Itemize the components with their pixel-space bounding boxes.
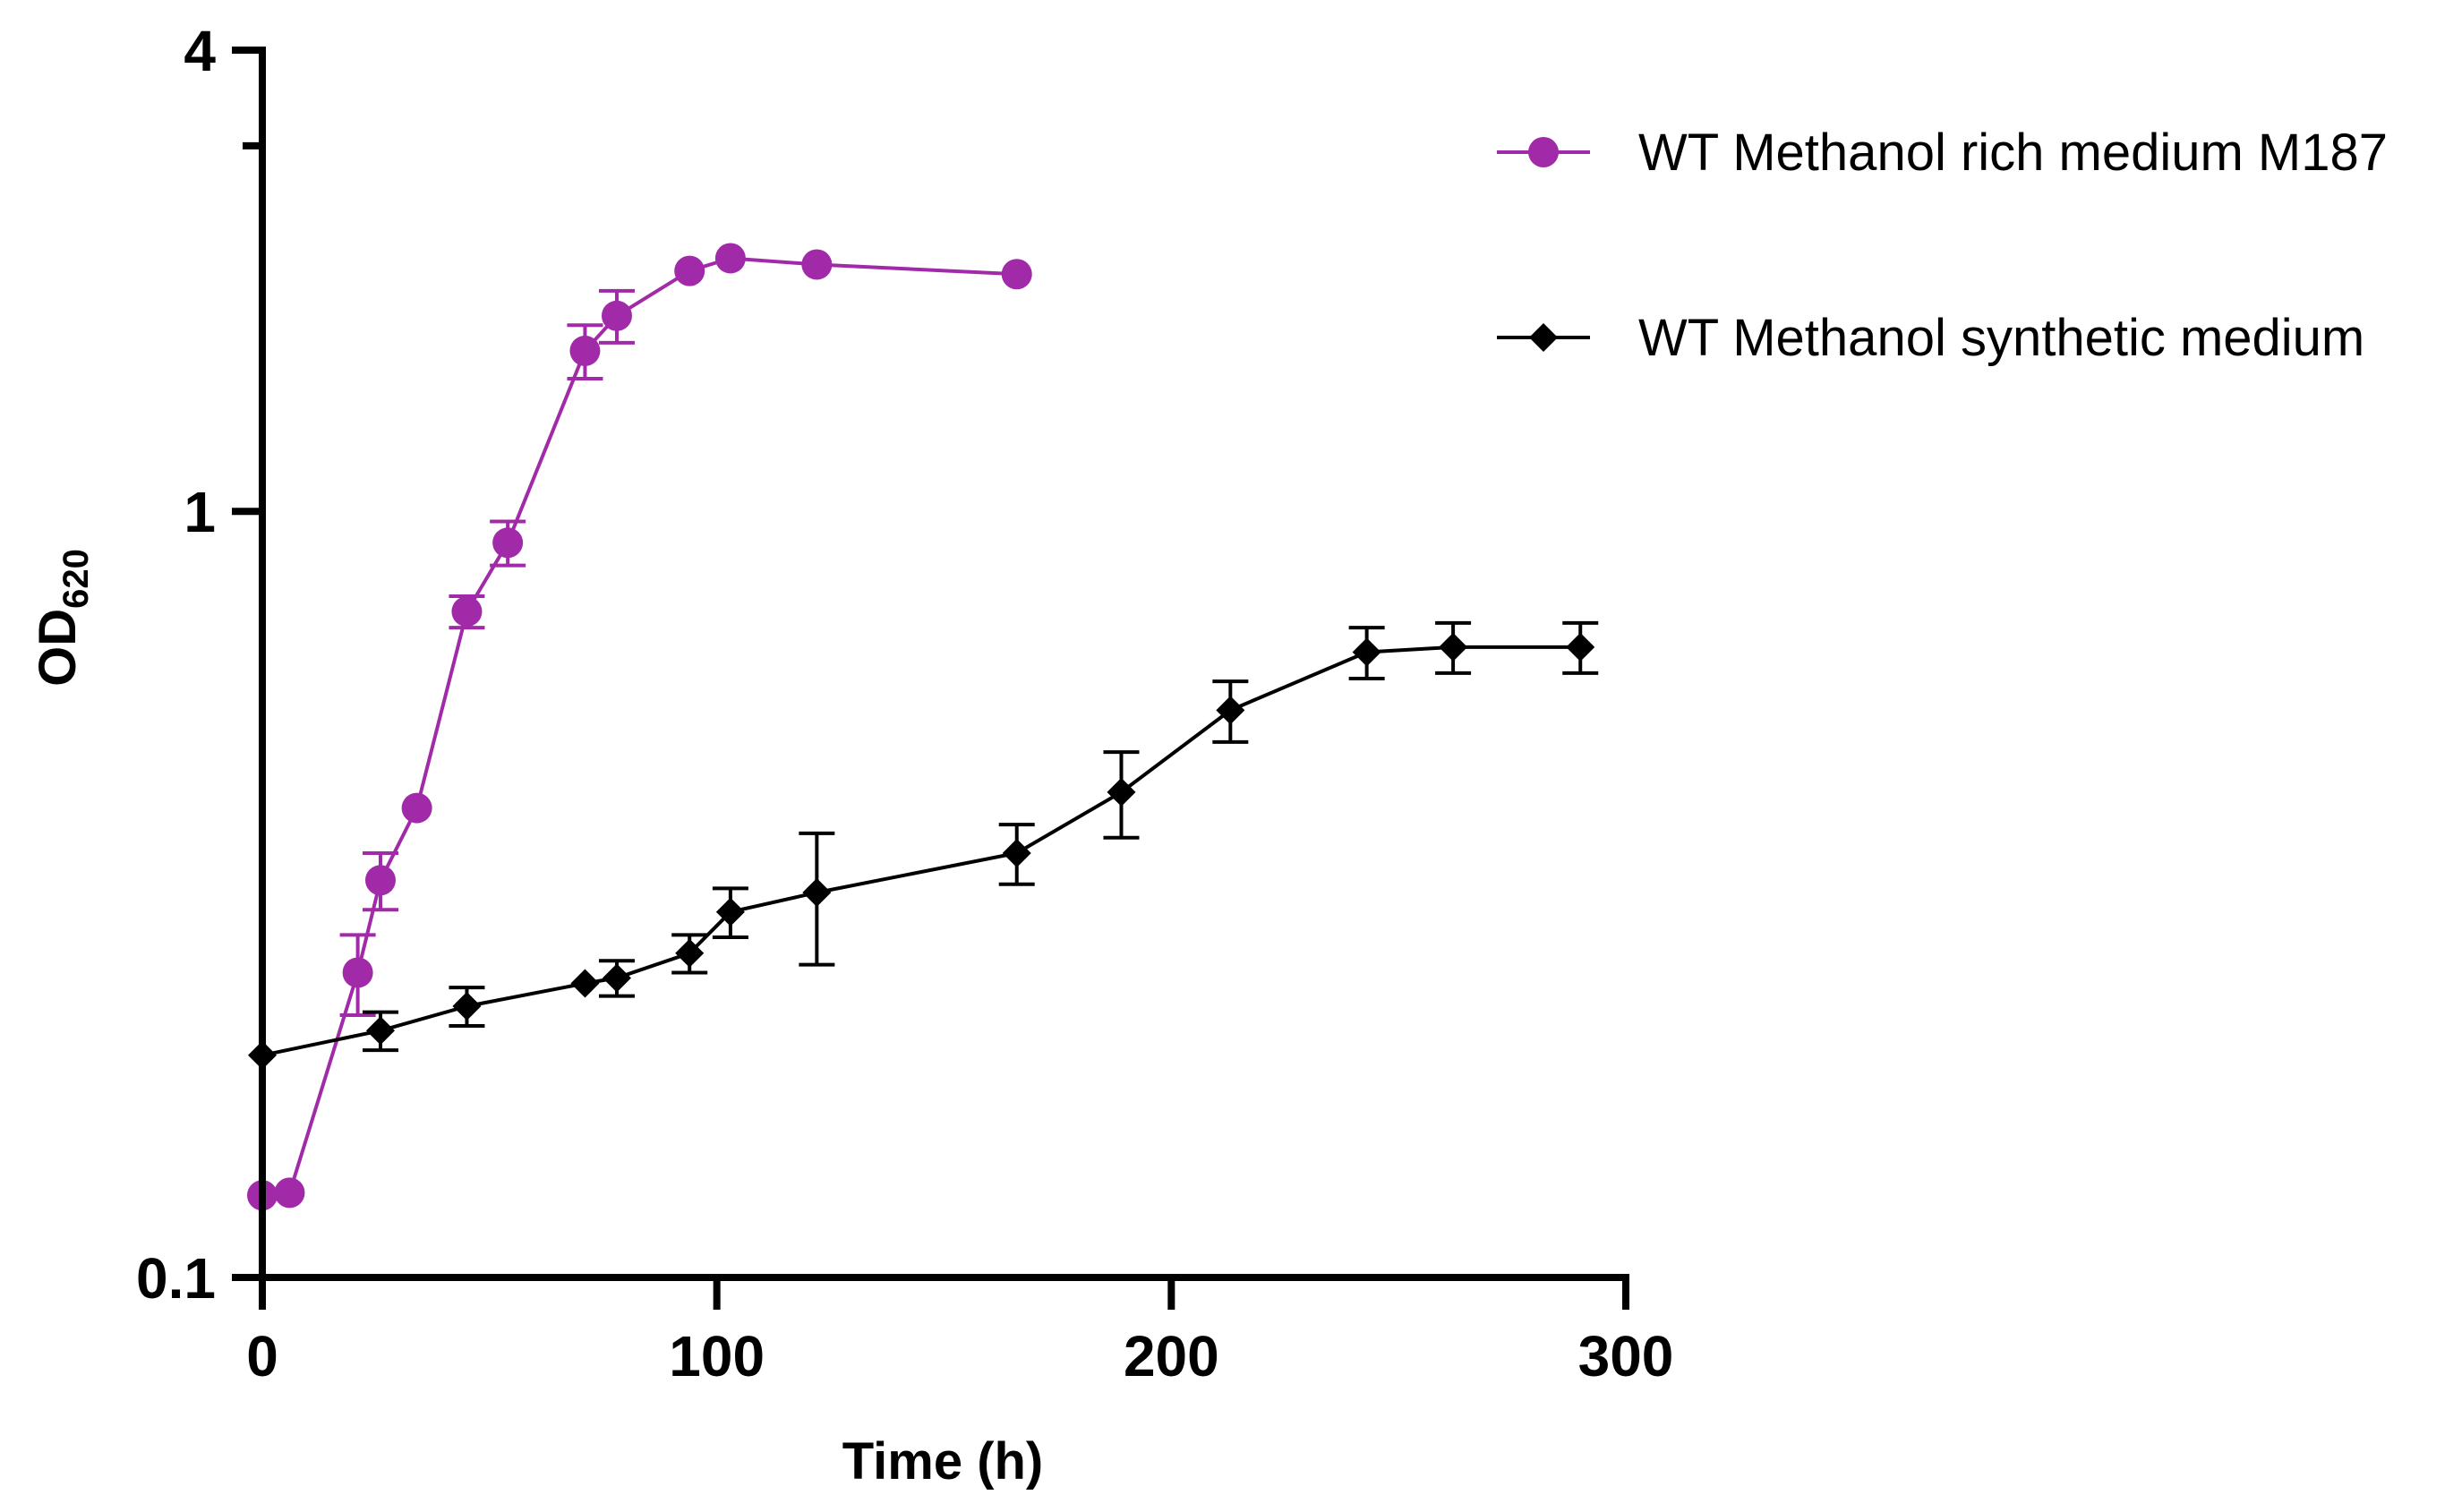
data-point-1-8: [1002, 839, 1031, 868]
y-tick-label-1: 1: [184, 480, 216, 544]
data-point-1-10: [1216, 696, 1245, 725]
data-point-1-12: [1439, 632, 1468, 662]
data-point-0-2: [342, 957, 373, 988]
data-point-1-6: [715, 897, 745, 927]
legend-label-0: WT Methanol rich medium M187: [1638, 124, 2388, 182]
series-line-0: [261, 256, 1017, 1198]
data-point-1-5: [675, 938, 705, 968]
y-axis-label: OD620: [29, 549, 96, 687]
y-tick-label-0: 0.1: [136, 1246, 216, 1311]
data-point-0-12: [1001, 259, 1032, 290]
data-point-1-3: [570, 969, 600, 998]
x-axis-label: Time (h): [842, 1432, 1044, 1491]
data-point-1-1: [365, 1016, 395, 1046]
axes: 0 100 200 300 0.1 1 4: [136, 19, 1673, 1388]
series-line-1: [261, 645, 1581, 1057]
data-point-1-11: [1352, 637, 1381, 667]
x-tick-label-0: 0: [246, 1324, 278, 1388]
series-1: [248, 620, 1599, 1070]
x-tick-label-1: 100: [669, 1324, 765, 1388]
x-axis-title: Time (h): [842, 1432, 1044, 1491]
legend-entry-0: WT Methanol rich medium M187: [1497, 124, 2388, 182]
y-axis-label-main: OD: [29, 609, 87, 687]
plot-area: [247, 243, 1599, 1211]
legend-entry-1: WT Methanol synthetic medium: [1497, 309, 2364, 367]
y-axis-title: OD620: [29, 549, 96, 687]
data-point-0-10: [714, 243, 746, 274]
series-0: [247, 243, 1032, 1211]
y-tick-label-2: 4: [184, 19, 216, 83]
legend-marker-1: [1529, 323, 1558, 352]
data-point-1-9: [1107, 777, 1136, 807]
data-point-0-6: [492, 527, 524, 559]
data-point-0-5: [451, 596, 483, 628]
data-point-0-9: [674, 255, 705, 286]
data-point-1-7: [802, 878, 832, 908]
y-axis-label-subscript: 620: [56, 549, 96, 609]
data-point-1-2: [452, 991, 482, 1021]
data-point-1-13: [1566, 632, 1595, 662]
legend-marker-0: [1528, 137, 1559, 167]
legend: WT Methanol rich medium M187 WT Methanol …: [1497, 124, 2388, 367]
legend-label-1: WT Methanol synthetic medium: [1638, 309, 2364, 367]
data-point-0-7: [569, 335, 601, 366]
x-tick-label-3: 300: [1578, 1324, 1674, 1388]
data-point-0-4: [401, 792, 432, 824]
data-point-0-8: [601, 300, 632, 331]
x-tick-label-2: 200: [1124, 1324, 1219, 1388]
data-point-0-11: [801, 249, 833, 280]
data-point-0-1: [274, 1177, 305, 1209]
data-point-0-3: [364, 865, 396, 896]
data-point-1-4: [602, 963, 631, 993]
